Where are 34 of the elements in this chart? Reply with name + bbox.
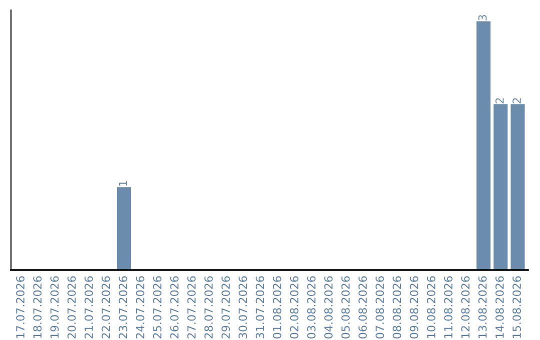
x-tick-label: 09.08.2026: [410, 276, 418, 338]
x-tick-label: 04.08.2026: [324, 276, 333, 338]
data-label: 2: [495, 98, 504, 104]
x-tick-label: 25.07.2026: [153, 276, 162, 338]
x-tick-label: 19.07.2026: [50, 276, 59, 338]
x-tick-label: 01.08.2026: [272, 276, 282, 338]
x-tick-label: 31.07.2026: [256, 276, 264, 338]
x-tick-label: 30.07.2026: [238, 276, 248, 338]
data-label: 3: [478, 15, 487, 20]
x-tick-label: 02.08.2026: [290, 276, 298, 338]
x-tick-label: 03.08.2026: [307, 276, 316, 338]
x-tick-label: 21.07.2026: [84, 276, 93, 338]
x-tick-label: 11.08.2026: [444, 276, 452, 338]
x-tick-label: 06.08.2026: [358, 276, 367, 338]
x-tick-label: 29.07.2026: [222, 276, 230, 338]
x-tick-label: 13.08.2026: [478, 276, 487, 338]
x-tick-label: 07.08.2026: [376, 276, 384, 338]
x-tick-label: 27.07.2026: [187, 276, 196, 338]
x-tick-label: 24.07.2026: [136, 276, 144, 338]
data-label: 1: [118, 181, 128, 186]
x-tick-label: 08.08.2026: [392, 276, 402, 338]
x-tick-label: 23.07.2026: [118, 276, 128, 338]
x-tick-label: 05.08.2026: [341, 276, 350, 338]
x-tick-label: 28.07.2026: [204, 276, 213, 338]
x-tick-label: 10.08.2026: [426, 276, 436, 338]
x-tick-label: 12.08.2026: [461, 276, 470, 338]
x-tick-label: 14.08.2026: [495, 276, 504, 338]
x-tick-label: 18.07.2026: [33, 276, 42, 338]
x-tick-label: 22.07.2026: [102, 276, 110, 338]
x-tick-label: 15.08.2026: [512, 276, 521, 338]
x-tick-label: 20.07.2026: [67, 276, 76, 338]
x-tick-label: 26.07.2026: [170, 276, 179, 338]
x-tick-label: 17.07.2026: [16, 276, 24, 338]
data-label: 2: [512, 98, 521, 104]
